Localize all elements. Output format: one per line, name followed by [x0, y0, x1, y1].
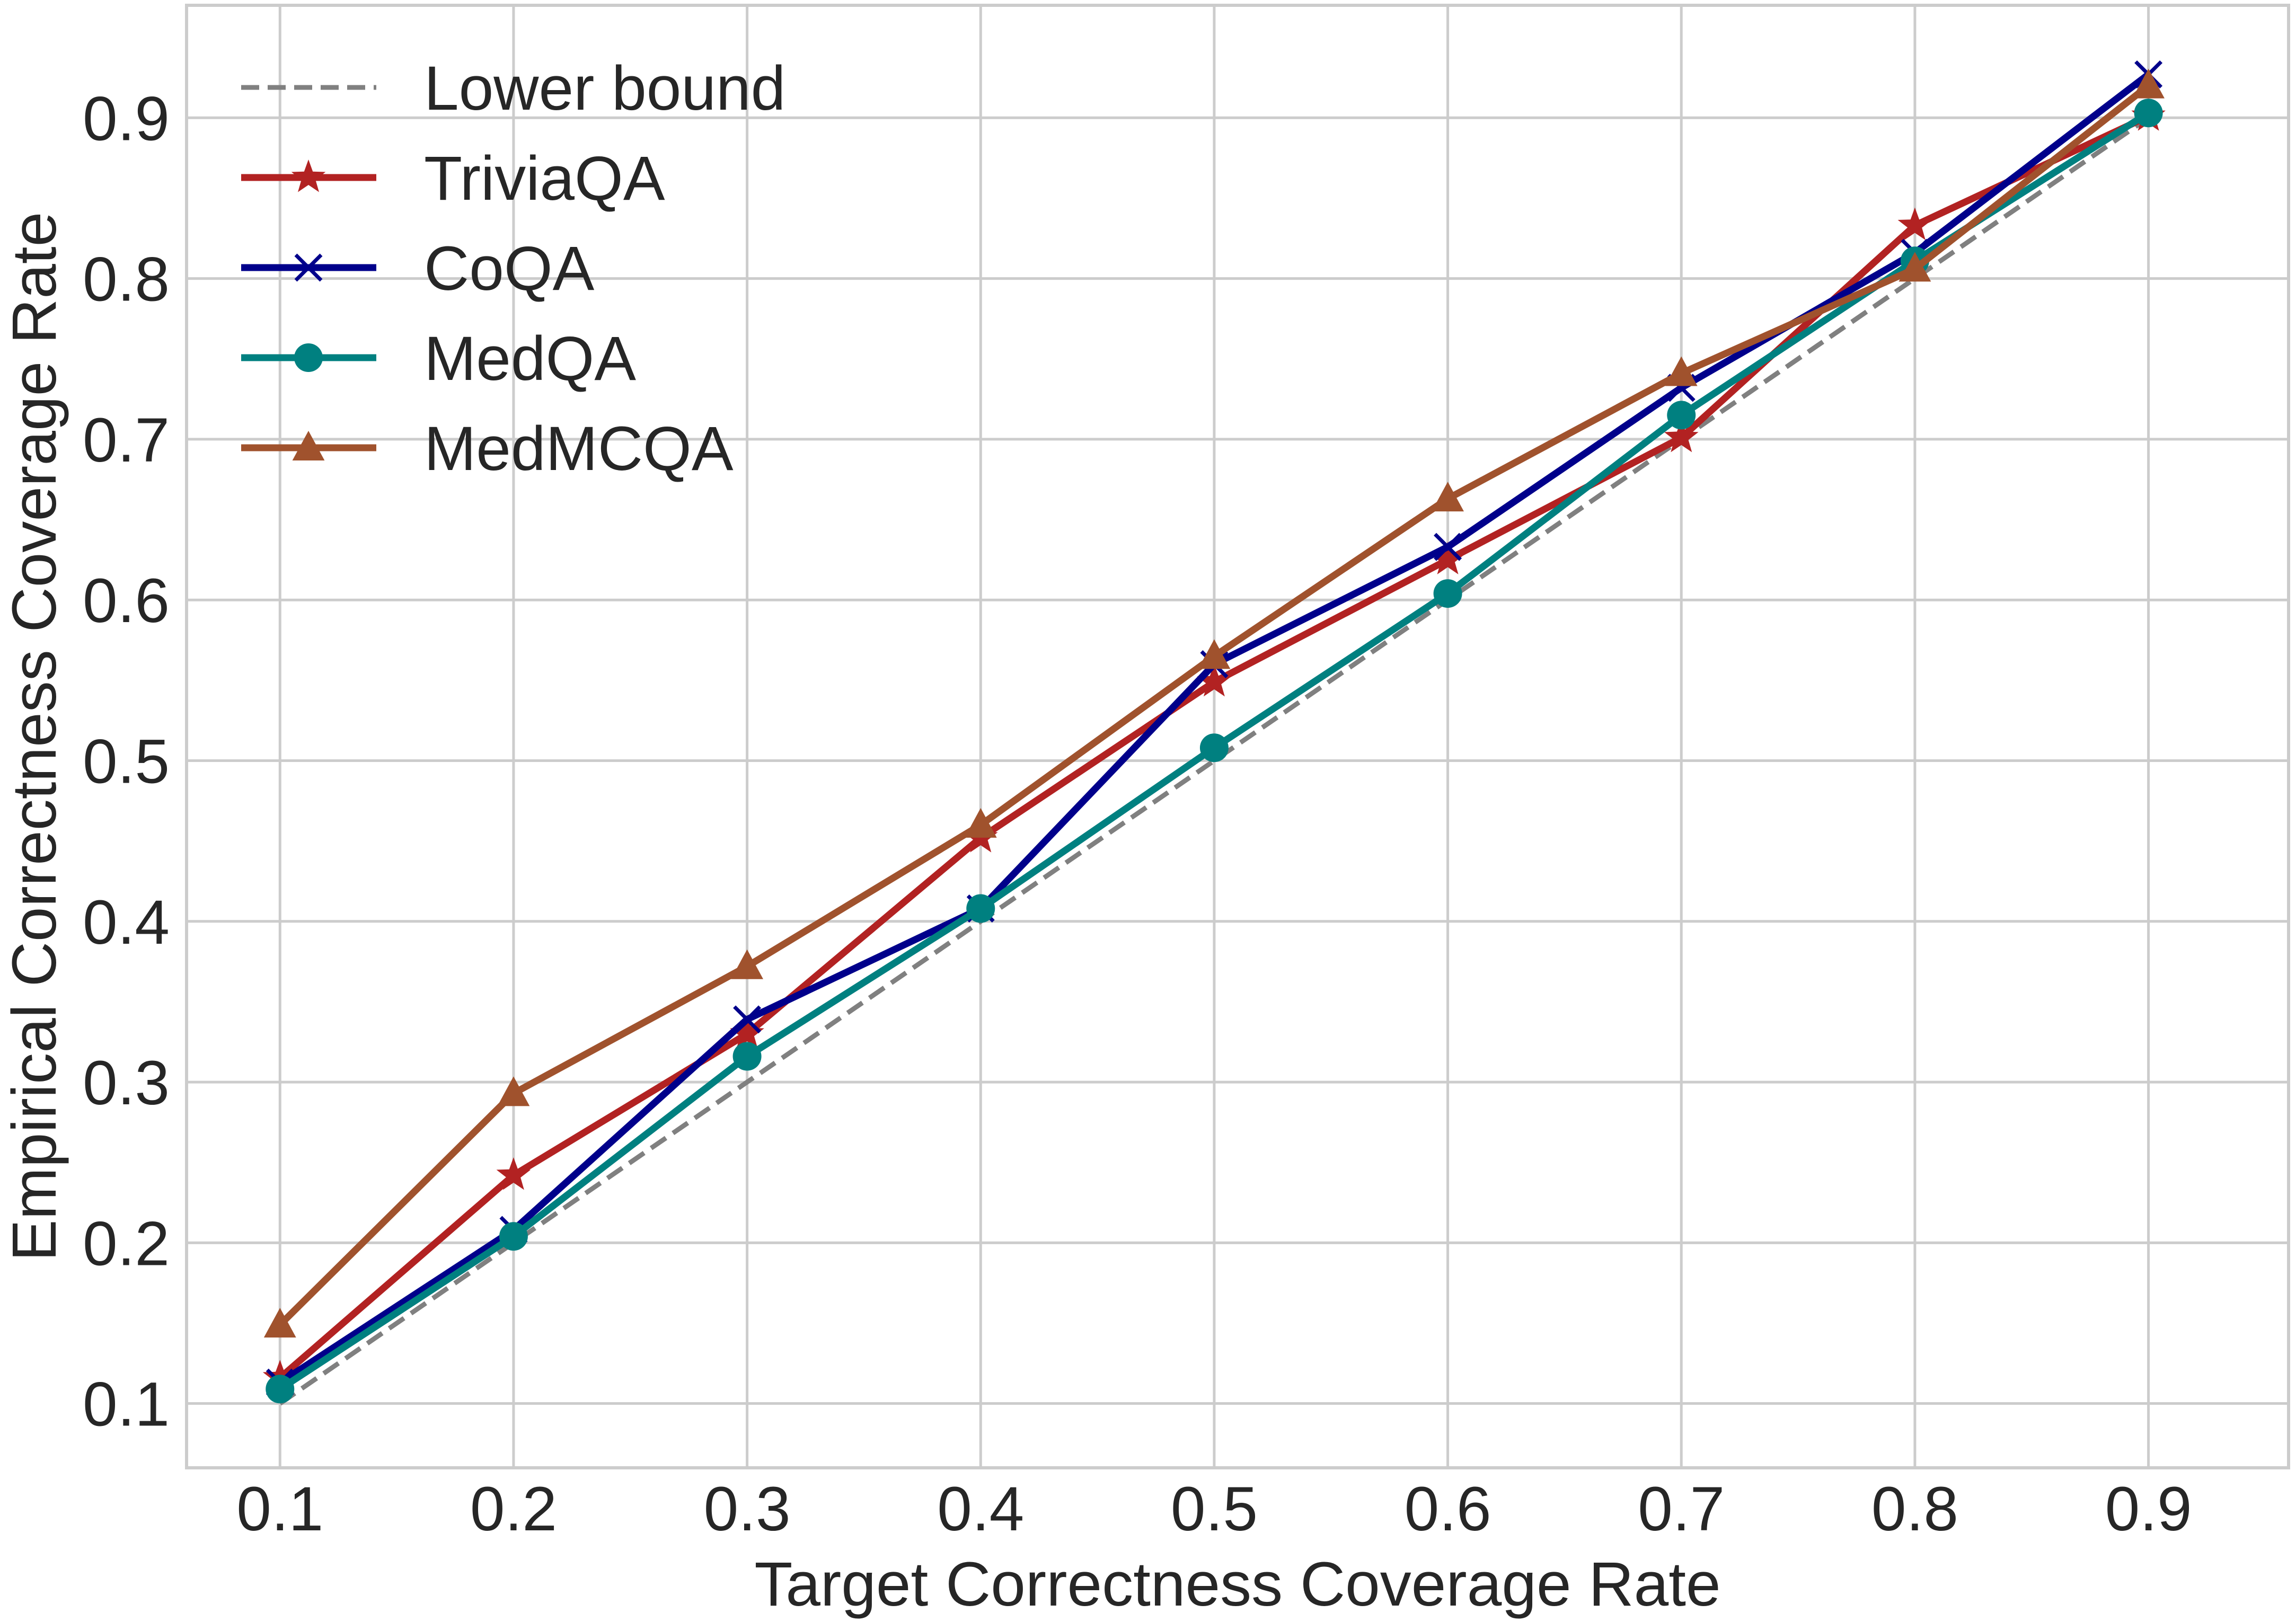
legend-marker-triviaqa [291, 159, 326, 192]
data-point-medqa [1667, 401, 1696, 430]
y-tick-label: 0.4 [83, 888, 170, 958]
series-lower-bound [278, 116, 2150, 1406]
x-tick-label: 0.7 [1638, 1474, 1725, 1544]
data-point-medmcqa [964, 808, 997, 838]
data-point-medqa [2134, 99, 2163, 128]
data-point-triviaqa [1197, 663, 1232, 697]
data-point-triviaqa [496, 1157, 531, 1190]
data-point-triviaqa [1664, 419, 1699, 453]
data-point-triviaqa [730, 1016, 764, 1049]
data-point-medmcqa [497, 1076, 530, 1106]
data-point-medmcqa [1198, 639, 1231, 669]
y-tick-label: 0.5 [83, 726, 170, 796]
y-axis-label: Empirical Correctness Coverage Rate [0, 212, 69, 1262]
data-point-medqa [1199, 733, 1229, 763]
legend-label-lower-bound: Lower bound [424, 54, 785, 123]
x-tick-label: 0.5 [1171, 1474, 1258, 1544]
legend-item-coqa: CoQA [241, 234, 595, 304]
data-point-medmcqa [2132, 68, 2165, 99]
data-point-medmcqa [1898, 252, 1931, 282]
y-tick-label: 0.3 [83, 1048, 170, 1118]
data-point-coqa [733, 1005, 762, 1034]
legend-label-coqa: CoQA [424, 234, 595, 304]
legend-label-medqa: MedQA [424, 324, 636, 394]
legend-marker-medqa [294, 343, 323, 372]
data-point-medqa [266, 1375, 295, 1404]
y-tick-label: 0.7 [83, 405, 170, 475]
series-line-lower-bound [278, 116, 2150, 1406]
x-tick-label: 0.8 [1871, 1474, 1958, 1544]
data-point-medqa [966, 894, 995, 923]
legend-item-medmcqa: MedMCQA [241, 414, 734, 484]
data-point-medqa [1433, 579, 1462, 608]
legend-item-medqa: MedQA [241, 324, 636, 394]
tick-labels: 0.1 0.2 0.3 0.4 0.5 0.6 0.7 0.8 0.9 0.1 0.2 0.3 0.4 0… [83, 84, 2192, 1544]
legend-item-lower-bound: Lower bound [241, 54, 785, 123]
x-tick-label: 0.2 [470, 1474, 557, 1544]
legend-label-medmcqa: MedMCQA [424, 414, 734, 484]
x-tick-label: 0.4 [937, 1474, 1024, 1544]
data-point-triviaqa [1430, 542, 1465, 574]
data-point-medmcqa [731, 949, 763, 979]
data-point-medmcqa [263, 1308, 296, 1338]
data-point-medqa [499, 1222, 528, 1251]
data-point-medmcqa [1432, 482, 1464, 512]
legend: Lower bound TriviaQA CoQA MedQA MedMCQA [241, 54, 785, 484]
x-tick-label: 0.9 [2105, 1474, 2192, 1544]
x-tick-label: 0.1 [236, 1474, 323, 1544]
data-point-triviaqa [1897, 207, 1932, 240]
x-tick-label: 0.3 [704, 1474, 791, 1544]
series-group [262, 60, 2166, 1406]
series-medmcqa [263, 68, 2165, 1338]
legend-marker-coqa [294, 253, 323, 282]
x-tick-label: 0.6 [1405, 1474, 1491, 1544]
data-point-medqa [732, 1042, 762, 1071]
legend-marker-medmcqa [292, 431, 325, 460]
legend-label-triviaqa: TriviaQA [424, 144, 665, 214]
legend-item-triviaqa: TriviaQA [241, 144, 665, 214]
y-tick-label: 0.6 [83, 566, 170, 636]
data-point-medmcqa [1665, 356, 1698, 386]
y-tick-label: 0.8 [83, 245, 170, 315]
y-tick-label: 0.1 [83, 1370, 170, 1440]
y-tick-label: 0.2 [83, 1209, 170, 1279]
x-axis-label: Target Correctness Coverage Rate [754, 1549, 1720, 1619]
y-tick-label: 0.9 [83, 84, 170, 154]
plot-frame [185, 4, 2290, 1469]
data-point-coqa [1434, 533, 1462, 561]
